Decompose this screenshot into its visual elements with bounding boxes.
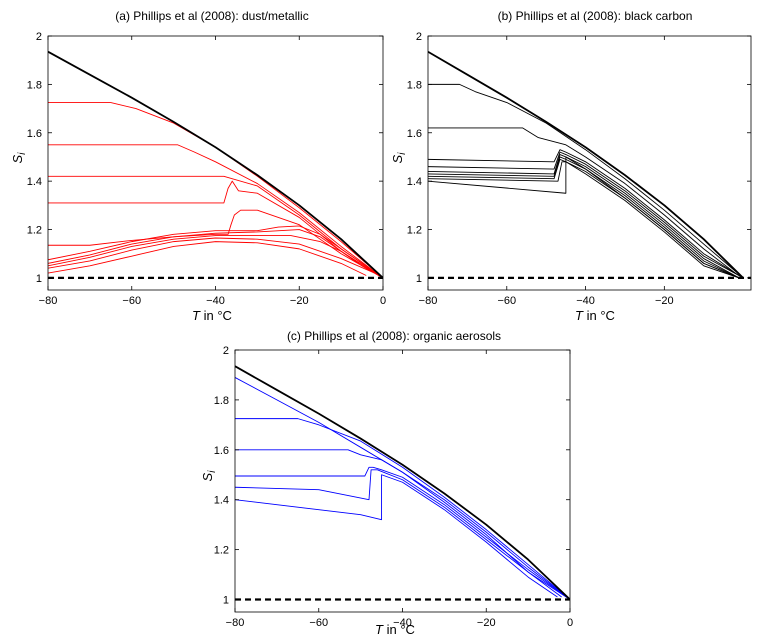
panel-c-ytick-label: 1	[223, 595, 229, 607]
panel-c-series-0	[235, 365, 570, 601]
panel-a-ytick-label: 1.4	[27, 176, 42, 188]
panel-b-series-3	[428, 149, 744, 279]
panel-b-xtick-label: −40	[576, 295, 595, 307]
panel-a-xtick-label: −40	[206, 295, 225, 307]
panel-b-series-1	[428, 83, 744, 279]
panel-b-xtick-label: −60	[497, 295, 516, 307]
panel-c-xtick-label: −20	[477, 617, 496, 629]
panel-a-ytick-label: 1.8	[27, 79, 42, 91]
panel-b-ytick-label: 1	[416, 273, 422, 285]
panel-a-ytick-label: 1.6	[27, 128, 42, 140]
panel-b-xtick-label: −20	[655, 295, 674, 307]
panel-b-ytick-label: 2	[416, 31, 422, 43]
panel-b-series-5	[428, 154, 740, 279]
panel-c-series-3	[235, 449, 570, 600]
panel-c-ytick-label: 1.2	[214, 545, 229, 557]
panel-a-title: (a) Phillips et al (2008): dust/metallic	[115, 9, 308, 23]
panel-c-series-4	[235, 466, 570, 600]
panel-c-series-group	[235, 365, 570, 601]
panel-a-xtick-label: 0	[380, 295, 386, 307]
panel-c-title: (c) Phillips et al (2008): organic aeros…	[287, 329, 501, 343]
panel-c-xtick-label: 0	[567, 617, 573, 629]
panel-a-ytick-label: 1	[36, 273, 42, 285]
panel-b-series-4	[428, 151, 744, 279]
panel-b-series-6	[428, 156, 740, 279]
panel-c-xtick-label: −60	[309, 617, 328, 629]
panel-c-xlabel: T in °C	[375, 622, 415, 635]
panel-a-series-1	[48, 102, 383, 279]
panel-a-xtick-label: −60	[122, 295, 141, 307]
panel-c-xtick-label: −80	[226, 617, 245, 629]
panel-c-series-2	[235, 418, 570, 600]
panel-b-ytick-label: 1.8	[407, 79, 422, 91]
panel-a-series-2	[48, 144, 383, 279]
panel-b-xlabel: T in °C	[575, 308, 615, 323]
panel-b-ytick-label: 1.6	[407, 128, 422, 140]
panel-c-series-5	[235, 469, 562, 598]
panel-a-series-10	[48, 241, 367, 276]
panel-a-series-5	[48, 209, 383, 279]
panel-c-organic-aerosols: (c) Phillips et al (2008): organic aeros…	[200, 329, 573, 635]
panel-c-axes-box	[234, 349, 571, 613]
panel-a-series-9	[48, 237, 375, 274]
panel-c-series-6	[235, 474, 558, 598]
panel-b-black-carbon: (b) Phillips et al (2008): black carbon …	[390, 9, 752, 323]
panel-a-series-3	[48, 175, 383, 279]
panel-a-axes-box	[47, 35, 384, 291]
panel-a-xtick-label: −20	[290, 295, 309, 307]
panel-b-series-8	[428, 161, 740, 279]
panel-b-ylabel: Si	[390, 152, 408, 164]
panel-b-ytick-label: 1.2	[407, 225, 422, 237]
panel-a-series-7	[48, 229, 383, 279]
panel-b-series-9	[428, 156, 740, 279]
panel-a-ylabel: Si	[10, 152, 28, 164]
panel-b-xtick-label: −80	[419, 295, 438, 307]
panel-b-series-7	[428, 158, 740, 279]
panel-a-series-0	[48, 50, 383, 279]
panel-a-dust-metallic: (a) Phillips et al (2008): dust/metallic…	[10, 9, 386, 323]
panel-b-title: (b) Phillips et al (2008): black carbon	[498, 9, 693, 23]
panel-a-xtick-label: −80	[39, 295, 58, 307]
panel-c-ytick-label: 2	[223, 345, 229, 357]
panel-c-ylabel: Si	[200, 470, 218, 482]
panel-a-ytick-label: 1.2	[27, 225, 42, 237]
panel-b-series-0	[428, 50, 744, 279]
panel-c-xtick-label: −40	[393, 617, 412, 629]
panel-a-series-8	[48, 235, 383, 279]
panel-b-ytick-label: 1.4	[407, 176, 422, 188]
panel-a-series-group	[48, 50, 383, 279]
panel-a-series-6	[48, 225, 383, 279]
panel-a-series-4	[48, 180, 383, 279]
panel-b-axes-box	[427, 35, 752, 291]
panel-c-ytick-label: 1.4	[214, 495, 229, 507]
panel-b-series-group	[428, 50, 744, 279]
panel-c-ytick-label: 1.6	[214, 445, 229, 457]
panel-a-ytick-label: 2	[36, 31, 42, 43]
panel-c-ytick-label: 1.8	[214, 395, 229, 407]
panel-b-series-2	[428, 127, 736, 274]
panel-a-xlabel: T in °C	[192, 308, 232, 323]
